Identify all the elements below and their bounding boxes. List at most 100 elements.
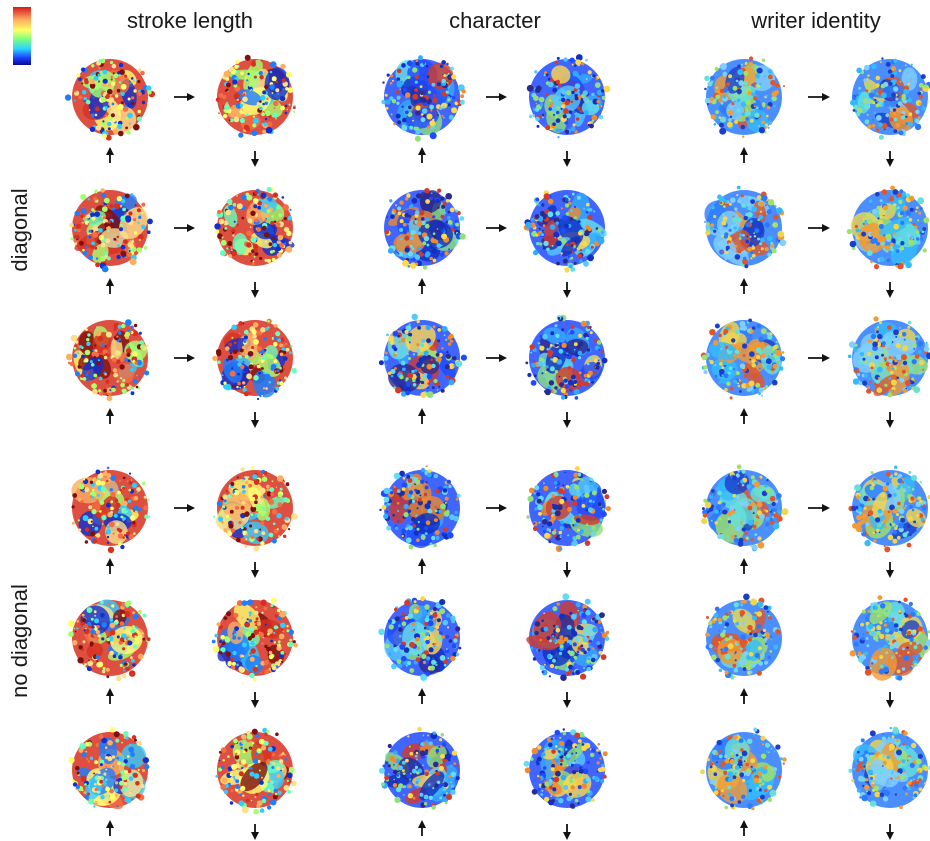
blob-speck <box>253 75 257 79</box>
blob-speck <box>101 622 108 628</box>
blob-speck <box>880 521 884 524</box>
blob-fragment <box>858 381 863 386</box>
blob-speck <box>130 368 134 372</box>
blob-fragment <box>68 631 74 638</box>
blob-speck <box>82 515 89 522</box>
blob-speck <box>745 536 749 540</box>
blob-speck <box>744 474 747 477</box>
blob-speck <box>536 762 540 766</box>
blob-speck <box>415 781 419 785</box>
blob-speck <box>589 331 593 335</box>
blob-speck <box>743 501 748 507</box>
blob-speck <box>222 95 227 99</box>
blob-speck <box>82 248 85 252</box>
blob-speck <box>533 492 536 495</box>
blob-speck <box>558 651 563 656</box>
blob-speck <box>131 625 136 629</box>
blob-fragment <box>288 240 293 245</box>
blob-speck <box>285 87 289 91</box>
blob-speck <box>230 228 236 234</box>
blob-speck <box>237 372 241 376</box>
blob-speck <box>277 234 284 241</box>
blob-speck <box>424 223 430 229</box>
blob-fragment <box>710 75 715 81</box>
blob-speck <box>410 236 414 241</box>
blob-fragment <box>141 481 146 486</box>
blob-speck <box>241 629 244 631</box>
embedding-blob-c0-r2-left <box>65 319 150 402</box>
blob-speck <box>552 606 558 612</box>
blob-speck <box>570 126 576 132</box>
blob-fragment <box>585 58 588 62</box>
blob-fragment <box>450 655 456 662</box>
blob-speck <box>255 617 259 621</box>
blob-speck <box>227 755 230 758</box>
blob-speck <box>252 260 255 263</box>
blob-speck <box>102 120 105 123</box>
blob-speck <box>427 620 434 627</box>
blob-speck <box>595 77 598 81</box>
blob-speck <box>868 92 875 98</box>
blob-speck <box>405 758 409 763</box>
blob-speck <box>263 348 267 352</box>
blob-speck <box>897 478 903 484</box>
blob-speck <box>120 377 123 380</box>
blob-fragment <box>270 61 277 68</box>
blob-speck <box>421 217 425 221</box>
blob-speck <box>572 495 578 500</box>
blob-speck <box>727 121 733 128</box>
blob-speck <box>283 785 290 791</box>
blob-speck <box>264 373 271 380</box>
blob-speck <box>559 754 564 759</box>
blob-speck <box>398 634 402 638</box>
blob-speck <box>394 526 399 530</box>
blob-fragment <box>458 646 462 650</box>
blob-speck <box>732 475 737 481</box>
blob-speck <box>755 382 761 388</box>
blob-speck <box>868 362 875 369</box>
blob-speck <box>102 78 108 84</box>
blob-speck <box>764 75 766 78</box>
blob-fragment <box>852 522 858 529</box>
blob-speck <box>253 322 259 328</box>
blob-speck <box>260 495 264 499</box>
blob-speck <box>115 794 118 797</box>
blob-speck <box>586 659 591 664</box>
blob-speck <box>407 478 413 483</box>
blob-speck <box>272 522 276 526</box>
blob-speck <box>82 622 86 626</box>
blob-speck <box>132 520 136 525</box>
blob-speck <box>105 756 109 760</box>
blob-fragment <box>240 467 245 472</box>
blob-fragment <box>84 540 89 544</box>
blob-speck <box>112 532 115 535</box>
blob-speck <box>434 505 437 508</box>
blob-speck <box>250 648 256 654</box>
blob-speck <box>585 225 591 230</box>
blob-speck <box>444 501 447 504</box>
blob-speck <box>404 213 409 218</box>
blob-fragment <box>781 351 785 354</box>
blob-fragment <box>455 360 463 368</box>
blob-speck <box>909 377 912 379</box>
blob-speck <box>593 776 599 782</box>
blob-speck <box>740 124 746 130</box>
blob-fragment <box>527 372 532 378</box>
blob-speck <box>96 625 100 629</box>
blob-speck <box>75 765 80 771</box>
blob-speck <box>755 521 759 524</box>
blob-speck <box>386 216 389 218</box>
blob-speck <box>424 503 431 510</box>
blob-speck <box>722 107 727 112</box>
blob-fragment <box>914 123 922 131</box>
blob-speck <box>889 523 892 526</box>
blob-speck <box>98 234 105 241</box>
blob-speck <box>544 796 550 802</box>
blob-fragment <box>243 391 249 397</box>
blob-speck <box>854 224 859 229</box>
blob-speck <box>418 656 421 659</box>
blob-speck <box>748 380 755 387</box>
blob-speck <box>400 97 403 100</box>
blob-speck <box>223 113 228 119</box>
blob-speck <box>552 624 556 628</box>
